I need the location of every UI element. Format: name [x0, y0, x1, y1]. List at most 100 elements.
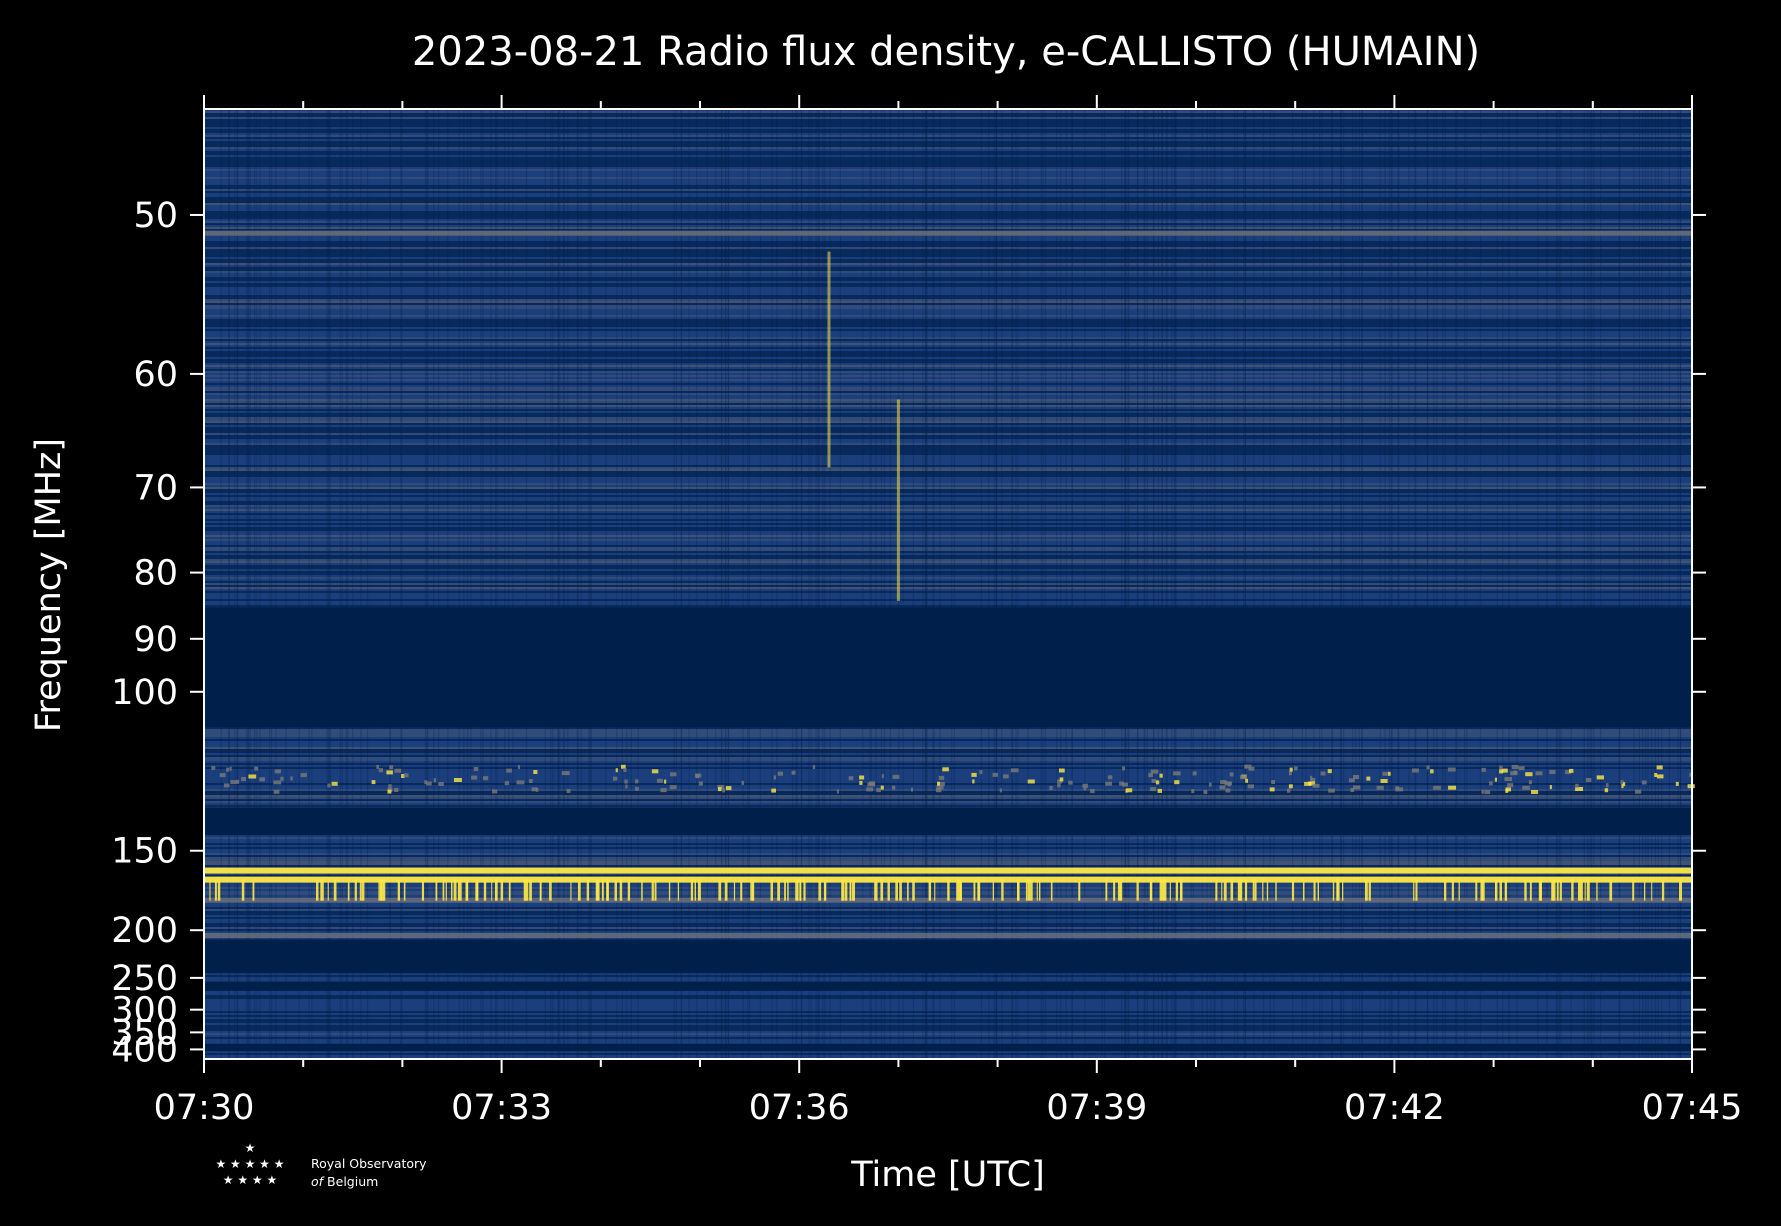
burst-mark [1651, 879, 1653, 901]
speckle-mark [1224, 781, 1232, 786]
speckle-mark [492, 789, 498, 794]
time-streak [1190, 109, 1192, 1059]
channel-line [204, 401, 1692, 403]
channel-line [204, 911, 1692, 913]
time-streak [1479, 109, 1482, 1059]
time-streak [1508, 109, 1510, 1059]
channel-line [204, 169, 1692, 171]
speckle-mark [1308, 781, 1316, 786]
channel-line [204, 257, 1692, 259]
time-streak [637, 109, 639, 1059]
speckle-mark [1304, 781, 1312, 786]
time-streak [902, 109, 904, 1059]
channel-line [204, 377, 1692, 379]
speckle-mark [1057, 783, 1061, 788]
channel-line [204, 171, 1692, 173]
speckle-mark [624, 779, 628, 784]
speckle-band [211, 764, 1695, 795]
time-streak [995, 109, 997, 1059]
channel-line [204, 977, 1692, 979]
channel-line [204, 839, 1692, 841]
channel-line [204, 783, 1692, 785]
burst-mark [912, 879, 915, 901]
channel-line [204, 917, 1692, 919]
channel-line [204, 115, 1692, 117]
speckle-mark [1350, 788, 1355, 792]
burst-mark [1254, 879, 1257, 901]
burst-mark [241, 879, 245, 901]
channel-line [204, 317, 1692, 319]
channel-line [204, 287, 1692, 289]
channel-line [204, 483, 1692, 485]
speckle-mark [327, 783, 331, 788]
speckle-mark [561, 771, 570, 776]
channel-line [204, 861, 1692, 863]
channel-line [204, 1035, 1692, 1037]
channel-line [204, 223, 1692, 225]
burst-mark [1415, 879, 1418, 901]
speckle-mark [1518, 766, 1525, 771]
burst-mark [1571, 879, 1574, 901]
channel-line [204, 529, 1692, 531]
time-streak [256, 109, 258, 1059]
channel-line [204, 527, 1692, 529]
burst-mark [378, 879, 380, 901]
time-streak [869, 109, 871, 1059]
time-streak [1015, 109, 1017, 1059]
x-tick-label: 07:45 [1642, 1088, 1743, 1128]
channel-line [204, 537, 1692, 539]
speckle-mark [426, 781, 432, 786]
burst-mark [992, 879, 994, 901]
plot-frame [203, 108, 1693, 1060]
channel-line [204, 863, 1692, 865]
channel-line [204, 321, 1692, 323]
channel-line [204, 311, 1692, 313]
time-streak [590, 109, 592, 1059]
time-streak [1011, 109, 1013, 1059]
channel-line [204, 241, 1692, 243]
time-streak [1174, 109, 1176, 1059]
speckle-mark [1057, 779, 1063, 784]
y-tick-label: 70 [133, 468, 178, 508]
channel-line [204, 411, 1692, 413]
speckle-mark [529, 779, 533, 783]
time-streak [246, 109, 248, 1059]
time-streak [1442, 109, 1444, 1059]
channel-line [204, 573, 1692, 575]
time-streak [829, 109, 831, 1059]
time-streak [360, 109, 362, 1059]
speckle-mark [1522, 785, 1530, 790]
channel-line [204, 363, 1692, 365]
time-streak [1269, 109, 1271, 1059]
time-streak [675, 109, 677, 1059]
speckle-mark [1173, 771, 1181, 776]
channel-line [204, 207, 1692, 209]
burst-mark [1336, 879, 1340, 901]
time-streak [1444, 109, 1446, 1059]
time-streak [791, 109, 794, 1059]
channel-line [204, 295, 1692, 297]
speckle-mark [694, 773, 702, 778]
channel-line [204, 535, 1692, 537]
channel-line [204, 323, 1692, 325]
channel-line [204, 461, 1692, 463]
speckle-mark [656, 778, 663, 783]
channel-line [204, 355, 1692, 357]
speckle-mark [1328, 788, 1335, 793]
time-streak [1143, 109, 1145, 1059]
channel-line [204, 545, 1692, 547]
time-streak [796, 109, 798, 1059]
burst-mark [668, 879, 671, 901]
time-streak [939, 109, 941, 1059]
burst-mark [1661, 879, 1665, 901]
speckle-mark [635, 786, 639, 791]
channel-line [204, 757, 1692, 759]
time-streak [1213, 109, 1215, 1059]
time-streak [508, 109, 510, 1059]
speckle-mark [424, 780, 427, 785]
time-streak [1464, 109, 1466, 1059]
time-streak [889, 109, 891, 1059]
time-streak [1546, 109, 1548, 1059]
burst-mark [1499, 879, 1502, 901]
channel-line [204, 575, 1692, 577]
